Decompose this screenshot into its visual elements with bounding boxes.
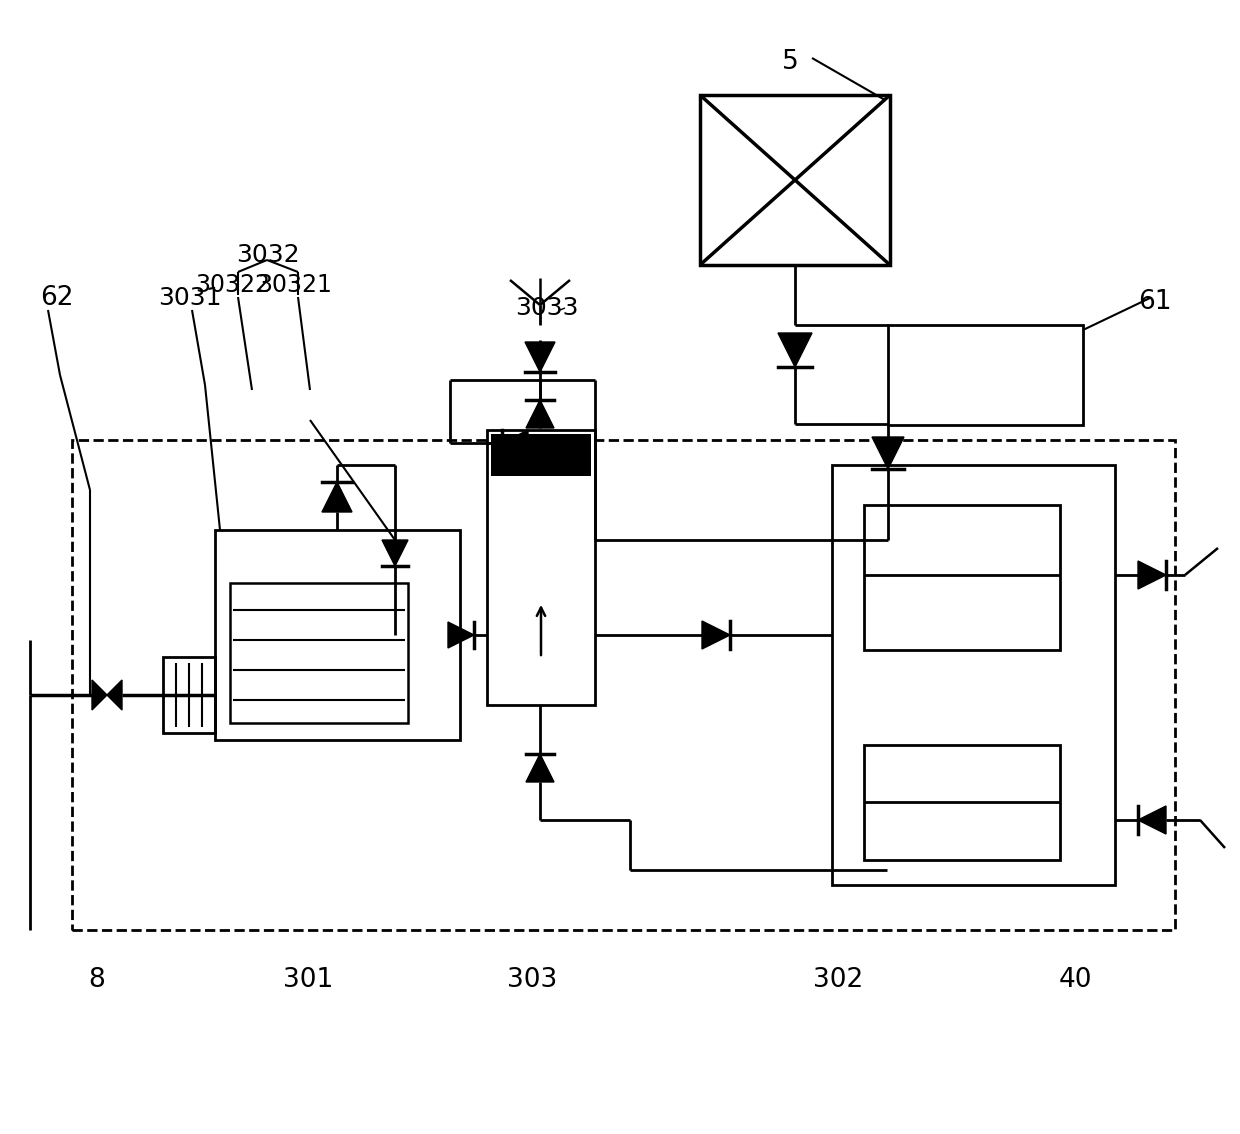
Bar [72,440,1176,930]
Bar [701,95,890,265]
Text: 5: 5 [781,49,799,75]
Text: 303: 303 [507,967,557,993]
Bar [864,745,1060,860]
Text: 40: 40 [1058,967,1091,993]
Polygon shape [107,680,122,710]
Bar [491,434,591,476]
Bar [487,430,595,705]
Bar [864,505,1060,650]
Bar [215,530,460,741]
Polygon shape [92,680,107,710]
Polygon shape [382,540,408,566]
Polygon shape [1138,561,1166,589]
Polygon shape [702,621,730,649]
Text: 3032: 3032 [236,243,300,266]
Polygon shape [526,754,554,782]
Bar [888,325,1083,425]
Polygon shape [777,333,812,367]
Bar [229,583,408,723]
Polygon shape [502,430,528,456]
Text: 30322: 30322 [196,273,270,297]
Text: 302: 302 [813,967,863,993]
Polygon shape [1138,806,1166,833]
Bar [832,465,1115,885]
Text: 3031: 3031 [159,286,222,310]
Bar [162,657,215,733]
Text: 301: 301 [283,967,334,993]
Text: 62: 62 [40,285,73,311]
Text: 61: 61 [1138,289,1172,315]
Polygon shape [525,342,556,372]
Text: 3033: 3033 [516,296,579,320]
Polygon shape [526,400,554,428]
Polygon shape [322,482,352,511]
Polygon shape [872,437,904,469]
Text: 8: 8 [88,967,105,993]
Text: 30321: 30321 [258,273,332,297]
Polygon shape [448,623,474,648]
